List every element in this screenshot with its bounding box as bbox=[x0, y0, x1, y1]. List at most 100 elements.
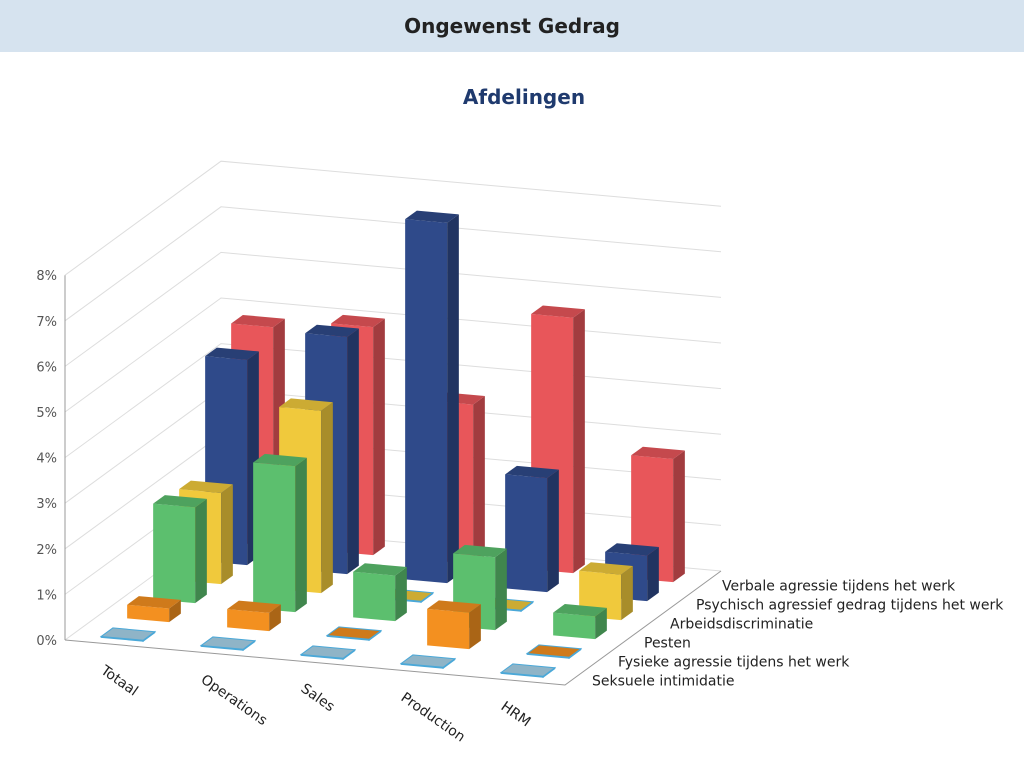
gridline bbox=[64, 251, 722, 367]
bar-hrm bbox=[499, 663, 557, 679]
bar-sales bbox=[325, 626, 383, 642]
bar-top bbox=[605, 543, 659, 556]
x-tick-label: Production bbox=[398, 690, 468, 746]
y-tick-label: 8% bbox=[36, 269, 57, 284]
bar-chart-3d: Afdelingen 0% 1% 2% 3% 4% 5% 6% 7% 8% Totaal Opera… bbox=[36, 85, 1004, 746]
bar-front bbox=[227, 609, 270, 632]
bar-top bbox=[427, 600, 481, 613]
x-tick-label: Totaal bbox=[97, 662, 141, 699]
bar-side bbox=[373, 318, 385, 556]
bar-side bbox=[221, 484, 233, 585]
bar-side bbox=[347, 328, 359, 575]
bar-totaal bbox=[127, 596, 181, 623]
x-tick-label: Operations bbox=[198, 672, 270, 729]
bar-front bbox=[427, 608, 470, 650]
y-tick-label: 5% bbox=[36, 406, 57, 421]
x-tick-label: Sales bbox=[298, 681, 338, 715]
bar-top bbox=[279, 398, 333, 411]
series-label: Pesten bbox=[644, 636, 691, 652]
bar-side bbox=[647, 547, 659, 602]
bar-top bbox=[553, 604, 607, 617]
floor-axis bbox=[64, 570, 722, 686]
series-label: Seksuele intimidatie bbox=[592, 674, 734, 690]
bar-top bbox=[199, 636, 257, 650]
bar-side bbox=[573, 309, 585, 574]
bar-production bbox=[505, 465, 559, 593]
bar-hrm bbox=[525, 644, 583, 660]
gridline bbox=[64, 160, 722, 276]
x-tick-label: HRM bbox=[498, 699, 534, 731]
bar-top bbox=[227, 600, 281, 613]
bar-sales bbox=[405, 210, 459, 584]
bar-production bbox=[427, 600, 481, 650]
bar-top bbox=[505, 465, 559, 479]
bar-side bbox=[621, 566, 633, 621]
bar-top bbox=[231, 314, 285, 328]
bar-front bbox=[553, 612, 596, 640]
gridline bbox=[64, 297, 722, 413]
bar-top bbox=[99, 627, 157, 641]
bar-top bbox=[405, 210, 459, 223]
bar-sales bbox=[353, 563, 407, 622]
gridline bbox=[64, 388, 722, 504]
bar-top bbox=[353, 563, 407, 576]
bar-top bbox=[579, 562, 633, 575]
gridline bbox=[64, 343, 722, 459]
bar-side bbox=[473, 396, 485, 565]
bar-side bbox=[469, 604, 481, 650]
bar-top bbox=[205, 347, 259, 360]
bar-side bbox=[495, 548, 507, 631]
bar-sales bbox=[299, 645, 357, 661]
bar-side bbox=[395, 567, 407, 622]
bar-top bbox=[253, 453, 307, 467]
bar-front bbox=[127, 604, 170, 623]
series-label: Verbale agressie tijdens het werk bbox=[722, 579, 956, 595]
gridline bbox=[64, 206, 722, 322]
series-label: Psychisch agressief gedrag tijdens het w… bbox=[696, 598, 1004, 614]
bar-production bbox=[399, 654, 457, 670]
bar-side bbox=[547, 469, 559, 593]
bar-side bbox=[321, 402, 333, 594]
bar-side bbox=[269, 604, 281, 632]
bar-side bbox=[447, 214, 459, 584]
bar-operations bbox=[199, 636, 257, 652]
bar-totaal bbox=[99, 627, 157, 643]
header-title: Ongewenst Gedrag bbox=[404, 14, 620, 38]
bar-top bbox=[525, 644, 583, 658]
y-tick-label: 2% bbox=[36, 543, 57, 558]
bar-top bbox=[305, 324, 359, 338]
y-tick-label: 0% bbox=[36, 634, 57, 649]
bar-front bbox=[405, 219, 448, 584]
bar-top bbox=[299, 645, 357, 659]
bar-top bbox=[531, 305, 585, 318]
bar-top bbox=[499, 663, 557, 677]
bar-top bbox=[453, 544, 507, 558]
bar-front bbox=[353, 571, 396, 622]
bar-side bbox=[595, 607, 607, 640]
bar-front bbox=[253, 462, 296, 613]
bar-side bbox=[295, 457, 307, 613]
bar-front bbox=[505, 474, 548, 593]
y-tick-label: 4% bbox=[36, 452, 57, 467]
bar-top bbox=[325, 626, 383, 640]
bar-top bbox=[127, 596, 181, 609]
bar-top bbox=[153, 495, 207, 508]
y-tick-label: 6% bbox=[36, 360, 57, 375]
bar-totaal bbox=[153, 495, 207, 604]
bar-operations bbox=[227, 600, 281, 632]
y-tick-label: 7% bbox=[36, 315, 57, 330]
y-tick-label: 3% bbox=[36, 497, 57, 512]
chart-title: Afdelingen bbox=[463, 85, 585, 109]
page-header: Ongewenst Gedrag bbox=[0, 0, 1024, 52]
bar-top bbox=[331, 314, 385, 328]
bar-top bbox=[179, 480, 233, 493]
series-label: Fysieke agressie tijdens het werk bbox=[618, 655, 850, 671]
y-tick-label: 1% bbox=[36, 588, 57, 603]
bar-side bbox=[673, 450, 685, 583]
bar-hrm bbox=[553, 604, 607, 640]
bar-side bbox=[169, 599, 181, 623]
bar-top bbox=[631, 446, 685, 460]
bar-top bbox=[399, 654, 457, 668]
series-label: Arbeidsdiscriminatie bbox=[670, 617, 813, 633]
bar-front bbox=[153, 503, 196, 604]
